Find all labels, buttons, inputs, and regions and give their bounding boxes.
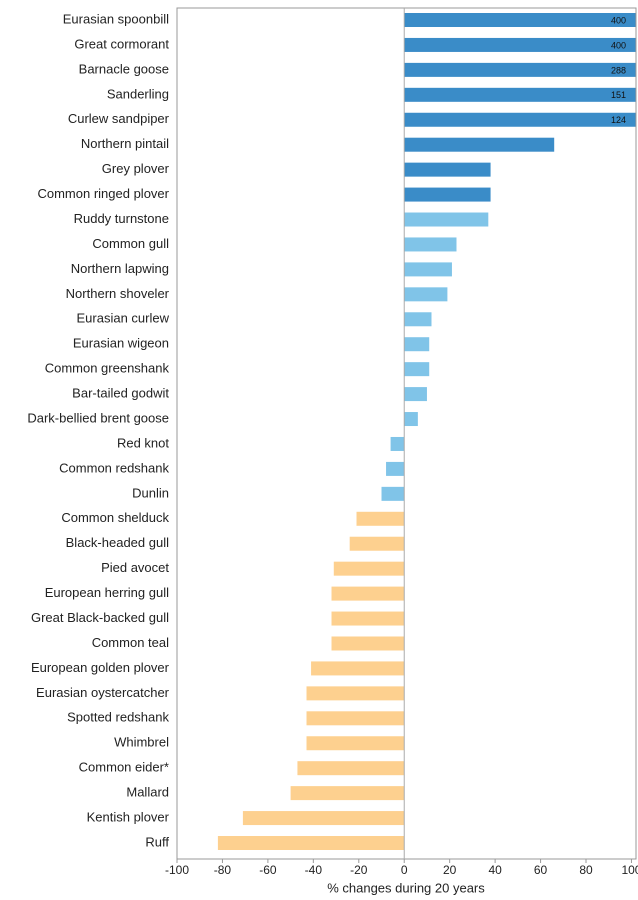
x-tick-label: 80: [579, 863, 593, 877]
bar: [306, 686, 405, 701]
x-tick-label: 60: [534, 863, 548, 877]
y-tick-label: Common shelduck: [61, 510, 169, 525]
bar: [306, 711, 405, 726]
bar: [404, 187, 491, 202]
x-tick-label: -40: [305, 863, 323, 877]
value-label: 288: [611, 65, 626, 75]
bar: [331, 586, 405, 601]
bar: [404, 13, 636, 27]
bar: [390, 436, 405, 451]
y-tick-label: Ruddy turnstone: [74, 211, 169, 226]
bar: [242, 811, 405, 826]
bar: [356, 511, 405, 526]
x-tick-label: -60: [259, 863, 277, 877]
x-tick-label: 0: [401, 863, 408, 877]
y-tick-label: Northern lapwing: [71, 261, 169, 276]
y-tick-label: Red knot: [117, 435, 169, 450]
x-tick-label: 100: [621, 863, 638, 877]
y-tick-label: Curlew sandpiper: [68, 111, 170, 126]
y-tick-label: Black-headed gull: [66, 535, 169, 550]
value-label: 124: [611, 115, 626, 125]
bar: [404, 337, 430, 352]
bar: [331, 636, 405, 651]
y-tick-label: Common teal: [92, 635, 169, 650]
bar: [404, 162, 491, 177]
x-tick-label: 40: [488, 863, 502, 877]
bar: [404, 112, 636, 127]
y-tick-label: Northern shoveler: [66, 286, 170, 301]
y-tick-label: Great Black-backed gull: [31, 610, 169, 625]
bar: [404, 62, 636, 77]
y-tick-label: Dunlin: [132, 485, 169, 500]
bar: [331, 611, 405, 626]
bar: [306, 736, 405, 751]
y-tick-label: Pied avocet: [101, 560, 169, 575]
y-tick-label: Eurasian oystercatcher: [36, 685, 170, 700]
y-tick-label: Common ringed plover: [37, 186, 169, 201]
bar: [404, 287, 448, 302]
bar: [297, 761, 405, 776]
y-tick-label: Mallard: [126, 785, 169, 800]
y-tick-label: Spotted redshank: [67, 710, 169, 725]
value-label: 151: [611, 90, 626, 100]
y-tick-label: Whimbrel: [114, 735, 169, 750]
y-tick-label: Common gull: [92, 236, 169, 251]
bar: [386, 461, 405, 476]
value-label: 400: [611, 15, 626, 25]
y-tick-label: Bar-tailed godwit: [72, 386, 169, 401]
bar: [381, 486, 405, 501]
bar: [404, 362, 430, 377]
plot-frame: [176, 7, 637, 860]
y-tick-label: Sanderling: [107, 86, 169, 101]
bar: [333, 561, 405, 576]
y-tick-label: Dark-bellied brent goose: [27, 410, 169, 425]
y-tick-label: European golden plover: [31, 660, 170, 675]
bar: [404, 387, 427, 402]
y-tick-label: Barnacle goose: [79, 61, 169, 76]
bar: [404, 312, 432, 327]
bar: [349, 536, 405, 551]
y-tick-label: Great cormorant: [74, 36, 169, 51]
x-tick-label: 20: [443, 863, 457, 877]
y-tick-label: Northern pintail: [81, 136, 169, 151]
bar: [311, 661, 405, 676]
bar: [404, 37, 636, 52]
y-tick-label: Kentish plover: [87, 809, 170, 824]
y-tick-label: Common redshank: [59, 460, 169, 475]
bar: [404, 237, 457, 252]
value-label: 400: [611, 40, 626, 50]
y-tick-label: Grey plover: [102, 161, 170, 176]
x-axis-title: % changes during 20 years: [327, 880, 485, 895]
y-tick-label: Eurasian spoonbill: [63, 11, 169, 26]
bar: [290, 786, 405, 801]
y-tick-label: Ruff: [145, 834, 169, 849]
x-tick-label: -100: [165, 863, 189, 877]
y-tick-label: European herring gull: [45, 585, 169, 600]
bar: [404, 137, 555, 152]
y-tick-label: Common greenshank: [45, 361, 170, 376]
y-tick-label: Eurasian wigeon: [73, 336, 169, 351]
bar: [217, 836, 405, 850]
bar: [404, 87, 636, 102]
bar: [404, 412, 418, 427]
bar: [404, 212, 489, 227]
y-tick-label: Common eider*: [79, 760, 169, 775]
x-tick-label: -80: [214, 863, 232, 877]
bar: [404, 262, 452, 277]
y-tick-label: Eurasian curlew: [77, 311, 170, 326]
x-tick-label: -20: [350, 863, 368, 877]
plot-area: [217, 13, 636, 850]
